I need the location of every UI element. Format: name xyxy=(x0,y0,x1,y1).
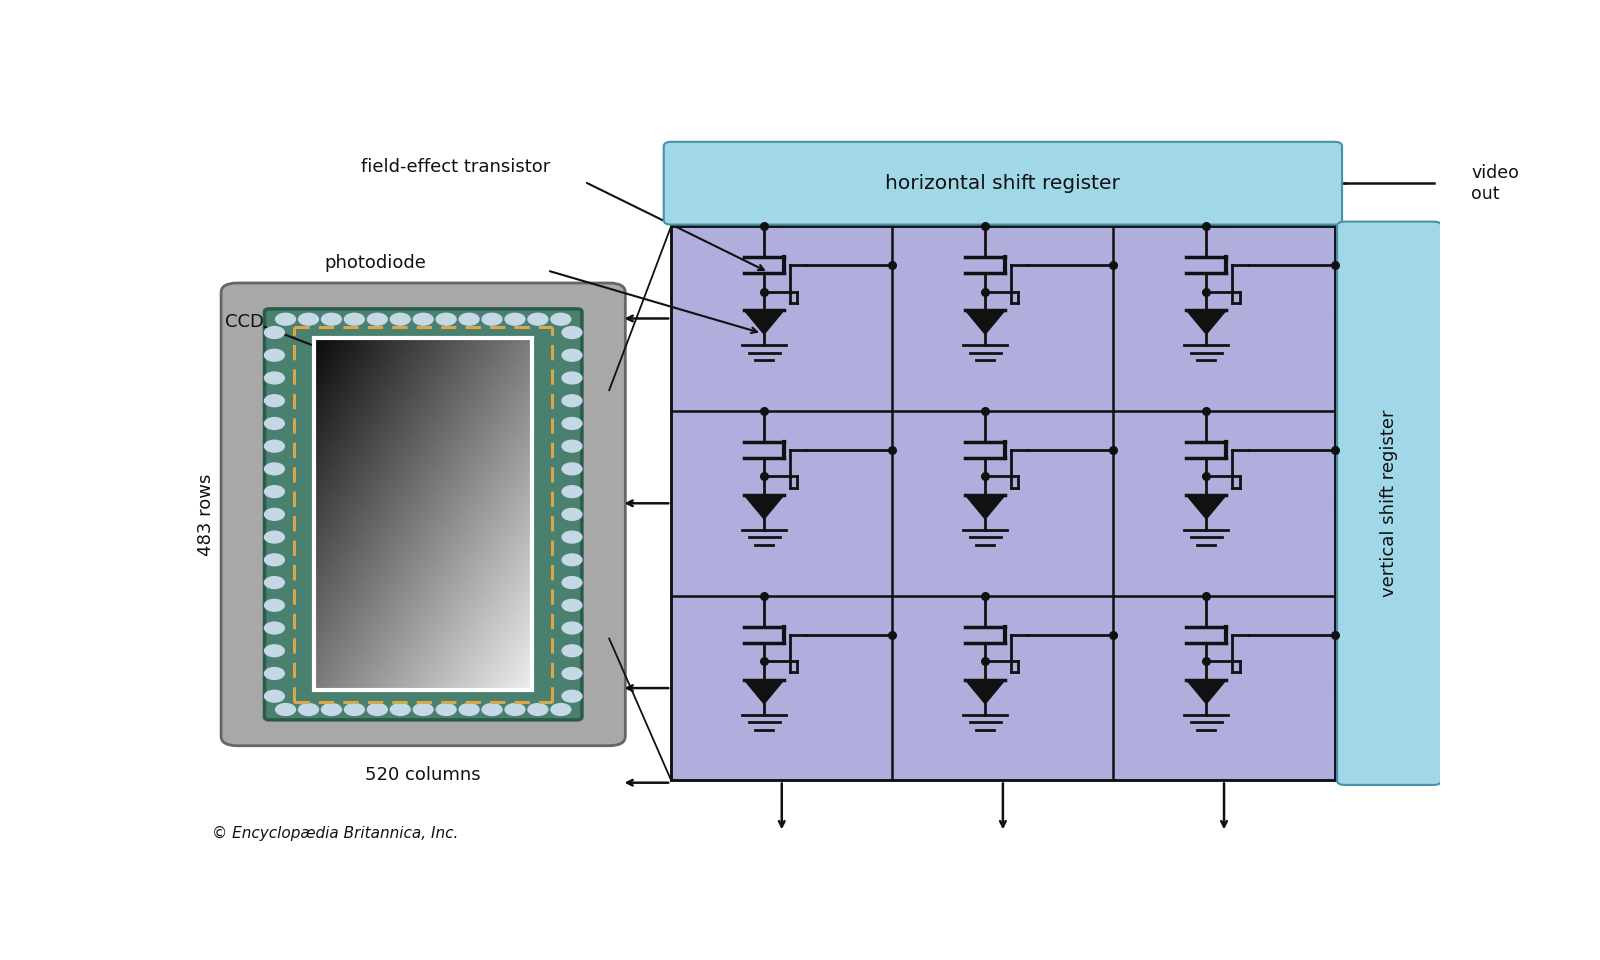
Text: © Encyclopædia Britannica, Inc.: © Encyclopædia Britannica, Inc. xyxy=(213,826,459,841)
Circle shape xyxy=(482,704,502,715)
Circle shape xyxy=(264,690,285,702)
Circle shape xyxy=(562,418,582,429)
Circle shape xyxy=(562,372,582,384)
Circle shape xyxy=(562,554,582,565)
Circle shape xyxy=(437,313,456,325)
Polygon shape xyxy=(744,495,784,519)
Circle shape xyxy=(264,349,285,361)
FancyBboxPatch shape xyxy=(264,309,582,720)
Circle shape xyxy=(562,509,582,520)
Circle shape xyxy=(562,690,582,702)
Polygon shape xyxy=(1187,680,1226,704)
Circle shape xyxy=(437,704,456,715)
FancyBboxPatch shape xyxy=(1338,222,1442,785)
Circle shape xyxy=(562,349,582,361)
Circle shape xyxy=(550,704,571,715)
Circle shape xyxy=(562,486,582,497)
Circle shape xyxy=(264,531,285,543)
Circle shape xyxy=(264,645,285,657)
Circle shape xyxy=(459,313,478,325)
Text: video
out: video out xyxy=(1470,164,1518,203)
Circle shape xyxy=(562,599,582,612)
Circle shape xyxy=(482,313,502,325)
Circle shape xyxy=(322,704,341,715)
Polygon shape xyxy=(744,680,784,704)
Text: photodiode: photodiode xyxy=(323,254,426,272)
Circle shape xyxy=(299,313,318,325)
FancyBboxPatch shape xyxy=(221,283,626,746)
Circle shape xyxy=(264,463,285,475)
Circle shape xyxy=(562,395,582,407)
Circle shape xyxy=(562,667,582,680)
Circle shape xyxy=(368,704,387,715)
Circle shape xyxy=(506,704,525,715)
Bar xyxy=(314,339,533,690)
Bar xyxy=(672,227,1334,780)
Polygon shape xyxy=(965,310,1005,334)
Circle shape xyxy=(413,313,434,325)
Circle shape xyxy=(528,313,547,325)
Circle shape xyxy=(264,372,285,384)
Circle shape xyxy=(562,326,582,339)
Circle shape xyxy=(562,577,582,588)
Circle shape xyxy=(368,313,387,325)
Polygon shape xyxy=(744,310,784,334)
Circle shape xyxy=(550,313,571,325)
Circle shape xyxy=(390,704,410,715)
Circle shape xyxy=(344,704,365,715)
Polygon shape xyxy=(965,680,1005,704)
Circle shape xyxy=(275,313,296,325)
Circle shape xyxy=(264,667,285,680)
Circle shape xyxy=(528,704,547,715)
Circle shape xyxy=(562,441,582,452)
Circle shape xyxy=(322,313,341,325)
Circle shape xyxy=(562,645,582,657)
Circle shape xyxy=(264,554,285,565)
Circle shape xyxy=(264,326,285,339)
Text: horizontal shift register: horizontal shift register xyxy=(885,174,1120,193)
Text: 483 rows: 483 rows xyxy=(197,473,214,556)
Text: vertical shift register: vertical shift register xyxy=(1381,410,1398,597)
Circle shape xyxy=(344,313,365,325)
Text: field-effect transistor: field-effect transistor xyxy=(362,158,550,176)
Circle shape xyxy=(390,313,410,325)
Circle shape xyxy=(562,622,582,634)
Circle shape xyxy=(264,441,285,452)
Circle shape xyxy=(264,486,285,497)
Circle shape xyxy=(506,313,525,325)
FancyBboxPatch shape xyxy=(664,142,1342,225)
Circle shape xyxy=(264,395,285,407)
Circle shape xyxy=(562,531,582,543)
Circle shape xyxy=(264,622,285,634)
Text: 520 columns: 520 columns xyxy=(365,766,482,783)
Circle shape xyxy=(264,599,285,612)
Circle shape xyxy=(562,463,582,475)
Circle shape xyxy=(299,704,318,715)
Circle shape xyxy=(264,418,285,429)
Polygon shape xyxy=(965,495,1005,519)
Circle shape xyxy=(275,704,296,715)
Polygon shape xyxy=(1187,310,1226,334)
Circle shape xyxy=(264,577,285,588)
Circle shape xyxy=(459,704,478,715)
Circle shape xyxy=(264,509,285,520)
Polygon shape xyxy=(1187,495,1226,519)
Circle shape xyxy=(413,704,434,715)
Text: CCD: CCD xyxy=(224,313,264,331)
